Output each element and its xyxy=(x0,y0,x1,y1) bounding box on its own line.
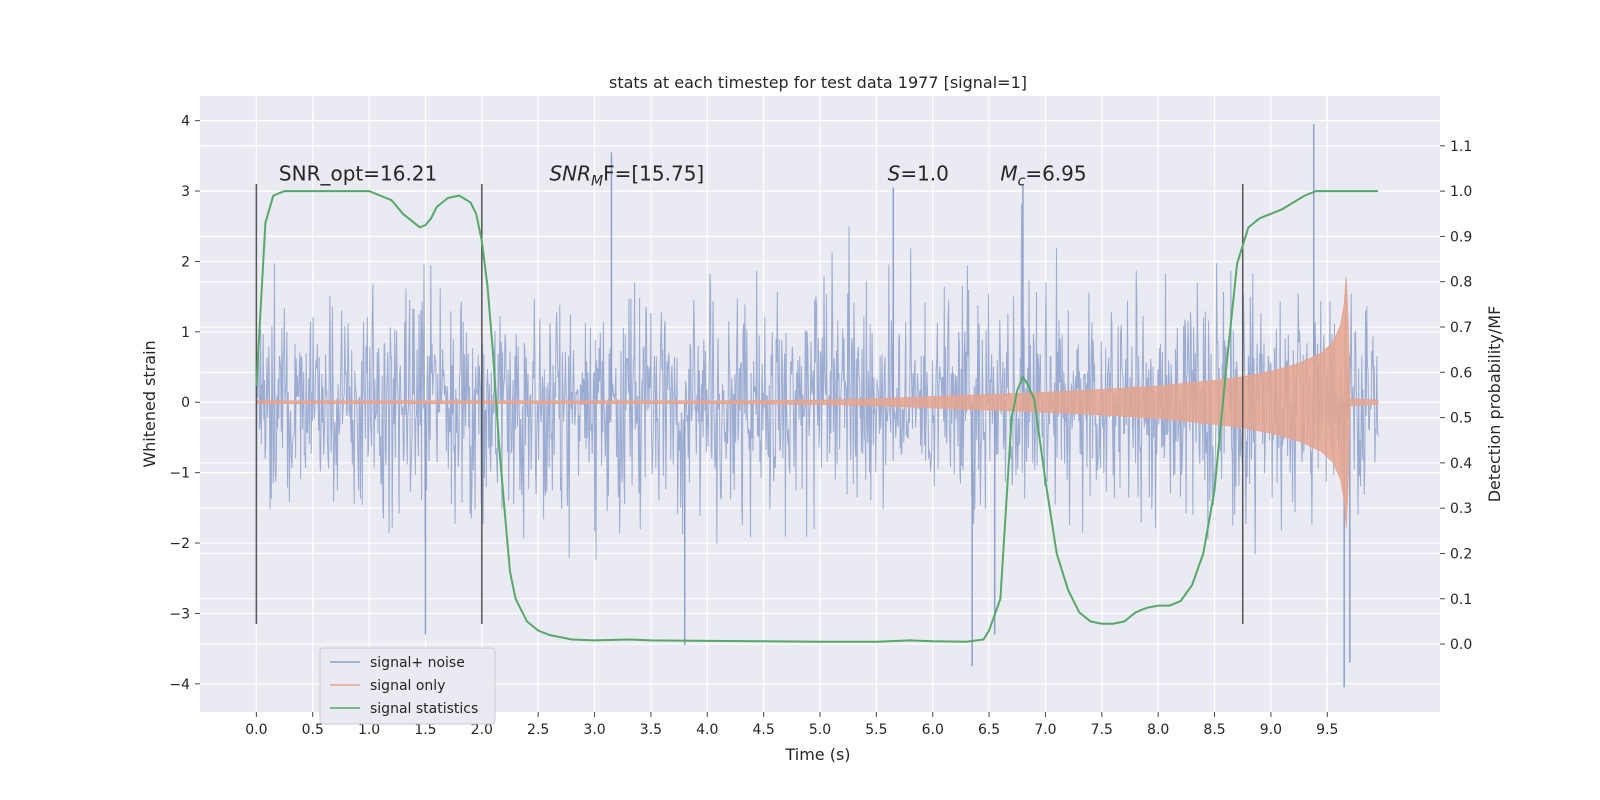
annotation-text: Mc=6.95 xyxy=(1000,161,1086,189)
x-tick-label: 6.0 xyxy=(922,722,944,738)
x-tick-label: 8.5 xyxy=(1203,722,1225,738)
x-tick-label: 5.0 xyxy=(809,722,831,738)
signal-only-envelope xyxy=(255,276,1379,528)
y-tick-label: −2 xyxy=(169,536,190,552)
y2-tick-label: 1.0 xyxy=(1450,184,1472,200)
signal-statistics-series xyxy=(255,190,1378,643)
y-tick-label: 1 xyxy=(181,325,190,341)
x-axis-ticks: 0.0 0.5 1.0 1.5 2.0 2.5 3.0 3.5 4.0 4.5 5.0 5.5 6.0 6… xyxy=(245,712,1338,738)
x-tick-label: 3.5 xyxy=(640,722,662,738)
vertical-markers xyxy=(255,184,1244,624)
y2-tick-label: 0.6 xyxy=(1450,365,1472,381)
y2-tick-label: 0.0 xyxy=(1450,637,1472,653)
annotation-text: SNR_opt=16.21 xyxy=(279,161,437,185)
x-tick-label: 3.0 xyxy=(583,722,605,738)
y-tick-label: −4 xyxy=(169,677,190,693)
y2-tick-label: 0.2 xyxy=(1450,546,1472,562)
y-tick-label: 3 xyxy=(181,184,190,200)
legend-label-signal-noise: signal+ noise xyxy=(370,655,465,671)
chart-title: stats at each timestep for test data 197… xyxy=(609,73,1027,92)
annotation-text: SNRMF=[15.75] xyxy=(549,161,704,189)
x-tick-label: 9.0 xyxy=(1260,722,1282,738)
y2-tick-label: 0.8 xyxy=(1450,275,1472,291)
signal-only-series xyxy=(255,276,1379,528)
y-tick-label: 2 xyxy=(181,254,190,270)
y2-tick-label: 1.1 xyxy=(1450,139,1472,155)
x-tick-label: 2.5 xyxy=(527,722,549,738)
x-axis-label: Time (s) xyxy=(784,745,850,764)
x-tick-label: 8.0 xyxy=(1147,722,1169,738)
y2-tick-label: 0.7 xyxy=(1450,320,1472,336)
x-tick-label: 7.5 xyxy=(1091,722,1113,738)
x-tick-label: 9.5 xyxy=(1316,722,1338,738)
x-tick-label: 0.5 xyxy=(302,722,324,738)
legend: signal+ noise signal only signal statist… xyxy=(319,647,496,725)
x-tick-label: 5.5 xyxy=(865,722,887,738)
y-tick-label: 4 xyxy=(181,114,190,130)
y2-tick-label: 0.9 xyxy=(1450,229,1472,245)
y-tick-label: 0 xyxy=(181,395,190,411)
signal-statistics-line xyxy=(255,190,1378,643)
legend-box xyxy=(319,647,496,725)
annotation-text: S=1.0 xyxy=(888,161,949,185)
legend-label-signal-only: signal only xyxy=(370,678,445,694)
annotations: SNR_opt=16.21 SNRMF=[15.75] S=1.0 Mc=6.95 xyxy=(279,161,1087,189)
y-axis-label: Whitened strain xyxy=(140,340,159,467)
y2-axis-ticks: 0.0 0.1 0.2 0.3 0.4 0.5 0.6 0.7 0.8 0.9 1.0 1.1 xyxy=(1440,139,1472,653)
y2-tick-label: 0.3 xyxy=(1450,501,1472,517)
x-tick-label: 6.5 xyxy=(978,722,1000,738)
legend-label-signal-statistics: signal statistics xyxy=(370,701,478,717)
x-tick-label: 7.0 xyxy=(1034,722,1056,738)
y2-axis-label: Detection probability/MF xyxy=(1485,306,1504,503)
x-tick-label: 4.5 xyxy=(753,722,775,738)
y2-tick-label: 0.4 xyxy=(1450,456,1472,472)
y2-tick-label: 0.1 xyxy=(1450,592,1472,608)
y2-tick-label: 0.5 xyxy=(1450,411,1472,427)
y-tick-label: −3 xyxy=(169,606,190,622)
y-axis-ticks: −4 −3 −2 −1 0 1 2 3 4 xyxy=(169,114,200,693)
x-tick-label: 0.0 xyxy=(245,722,267,738)
y-tick-label: −1 xyxy=(169,466,190,482)
x-tick-label: 4.0 xyxy=(696,722,718,738)
x-tick-label: 1.0 xyxy=(358,722,380,738)
x-tick-label: 1.5 xyxy=(414,722,436,738)
x-tick-label: 2.0 xyxy=(471,722,493,738)
data-layer xyxy=(255,124,1379,688)
